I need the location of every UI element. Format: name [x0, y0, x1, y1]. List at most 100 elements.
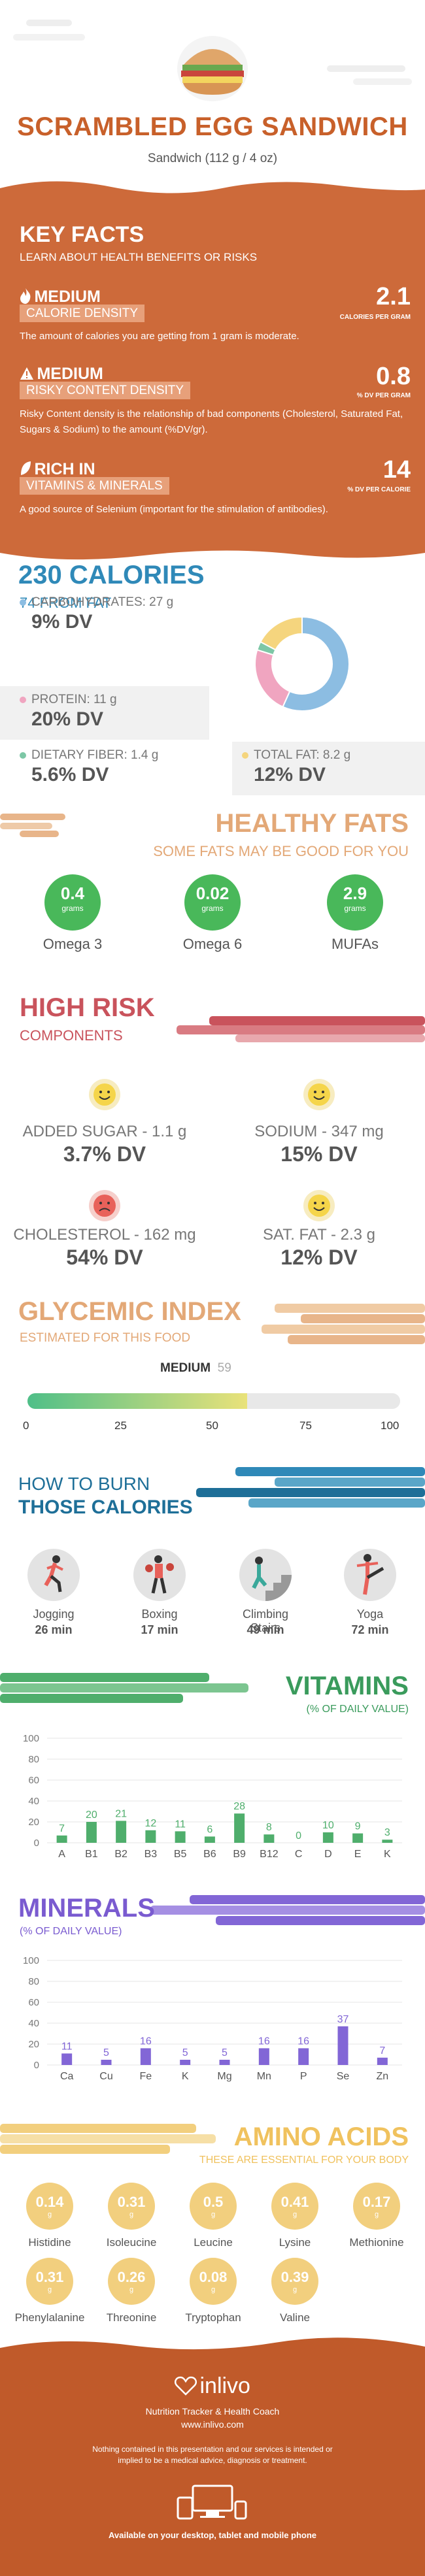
fat-dot — [242, 752, 248, 759]
heart-icon — [175, 2376, 197, 2396]
protein-dot — [20, 697, 26, 703]
flame-icon — [20, 288, 31, 304]
amino-name: Leucine — [194, 2236, 233, 2249]
bar-value-label: 5 — [182, 2047, 188, 2058]
x-tick-label: C — [295, 1849, 303, 1860]
amino-unit: g — [211, 2211, 216, 2219]
key-fact-description: A good source of Selenium (important for… — [20, 504, 328, 515]
footer-tagline: Nutrition Tracker & Health Coach — [145, 2406, 280, 2417]
bar-ca — [61, 2053, 73, 2065]
bar-value-label: 20 — [86, 1809, 97, 1821]
amino-name: Isoleucine — [106, 2236, 157, 2249]
calories-title: 230 CALORIES — [18, 561, 205, 589]
glycemic-subtitle: ESTIMATED FOR THIS FOOD — [20, 1331, 191, 1345]
fat-value: 0.02 — [196, 883, 230, 903]
macro-donut-chart — [243, 605, 361, 723]
minerals-bar-chart: 0 20 40 60 80 100 11 Ca 5 Cu 16 Fe 5 K 5 Mg 16 Mn 16 P 37 Se 7… — [0, 1954, 425, 2085]
glycemic-scale: 0 25 50 75 100 — [20, 1419, 405, 1435]
brand-logo: inlivo — [0, 2373, 425, 2399]
amino-circle: 0.31 g — [108, 2183, 155, 2230]
x-tick-label: K — [384, 1849, 391, 1860]
macro-label: TOTAL FAT: 8.2 g — [254, 748, 351, 762]
carbohydrates-dot — [20, 599, 26, 606]
key-fact-unit: CALORIES PER GRAM — [339, 314, 411, 321]
y-tick-label: 40 — [28, 2018, 39, 2029]
x-tick-label: Se — [337, 2071, 350, 2082]
decor-lines-minerals — [150, 1895, 425, 1934]
amino-value: 0.17 — [362, 2194, 391, 2210]
x-tick-label: B1 — [85, 1849, 98, 1860]
risk-label: CHOLESTEROL - 162 mg — [13, 1226, 196, 1244]
key-facts-subtitle: LEARN ABOUT HEALTH BENEFITS OR RISKS — [20, 251, 258, 263]
bar-value-label: 10 — [322, 1820, 334, 1831]
macro-carbohydrates: CARBOHYDRATES: 27 g 9% DV — [0, 590, 212, 644]
key-fact-description: The amount of calories you are getting f… — [20, 331, 299, 342]
exercise-name: Yoga — [356, 1608, 384, 1621]
macro-dv: 9% DV — [31, 611, 93, 633]
amino-name: Lysine — [279, 2236, 311, 2249]
bar-value-label: 5 — [222, 2047, 228, 2058]
bar-mn — [258, 2048, 269, 2065]
amino-circle: 0.41 g — [271, 2183, 318, 2230]
key-fact-level: MEDIUM — [37, 365, 103, 383]
x-tick-label: B12 — [260, 1849, 279, 1860]
bar-k — [382, 1840, 393, 1843]
glycemic-level: MEDIUM 59 — [160, 1361, 231, 1375]
bar-b9 — [234, 1813, 245, 1843]
x-tick-label: E — [354, 1849, 362, 1860]
bar-value-label: 9 — [355, 1821, 361, 1832]
fat-unit: grams — [201, 904, 224, 913]
scale-tick: 25 — [114, 1419, 127, 1432]
x-tick-label: Cu — [99, 2071, 112, 2082]
bar-b3 — [145, 1830, 156, 1843]
burn-title-line1: HOW TO BURN — [18, 1474, 150, 1494]
high-risk-title: HIGH RISK — [20, 993, 155, 1022]
amino-unit: g — [47, 2211, 52, 2219]
bar-k — [180, 2060, 191, 2065]
risk-dv: 3.7% DV — [63, 1142, 146, 1166]
scale-tick: 50 — [206, 1419, 218, 1432]
amino-name: Phenylalanine — [14, 2311, 85, 2324]
calories-from-fat: 74 FROM FAT — [20, 595, 112, 611]
glycemic-value: 59 — [217, 1361, 231, 1375]
x-tick-label: Fe — [139, 2071, 152, 2082]
bar-value-label: 3 — [384, 1827, 390, 1838]
key-facts-title: KEY FACTS — [20, 222, 144, 247]
exercise-minutes: 49 min — [246, 1623, 284, 1636]
bar-value-label: 16 — [140, 2036, 152, 2047]
glycemic-bar — [27, 1393, 400, 1409]
footer: inlivo Nutrition Tracker & Health Coach … — [0, 2353, 425, 2576]
x-tick-label: D — [324, 1849, 332, 1860]
risk-label: SAT. FAT - 2.3 g — [262, 1226, 376, 1244]
bar-fe — [140, 2048, 151, 2065]
vitamins-bar-chart: 0 20 40 60 80 100 7 A 20 B1 21 B2 12 B3 11 B5 6 B6 28 B9 8 B1… — [0, 1732, 425, 1862]
bar-value-label: 0 — [296, 1830, 301, 1841]
amino-circle: 0.08 g — [190, 2258, 237, 2305]
amino-value: 0.41 — [280, 2194, 309, 2210]
key-fact-value: 0.8 — [376, 363, 411, 390]
risk-dv: 54% DV — [66, 1246, 143, 1269]
bar-value-label: 11 — [61, 2041, 73, 2052]
key-fact-value: 14 — [382, 456, 411, 484]
macro-fiber: DIETARY FIBER: 1.4 g 5.6% DV — [0, 742, 212, 795]
fat-name: Omega 3 — [42, 936, 103, 952]
risk-label: SODIUM - 347 mg — [254, 1123, 384, 1140]
y-tick-label: 20 — [28, 2039, 39, 2050]
key-fact-level: MEDIUM — [34, 288, 101, 306]
macro-dv: 12% DV — [254, 764, 326, 785]
boxing-icon — [133, 1549, 186, 1601]
stairs-icon — [239, 1549, 292, 1601]
bar-value-label: 5 — [103, 2047, 109, 2058]
key-fact-vitamins: RICH IN VITAMINS & MINERALS — [20, 460, 169, 495]
risk-dv: 15% DV — [280, 1142, 358, 1166]
footer-url[interactable]: www.inlivo.com — [181, 2419, 244, 2430]
bar-p — [298, 2048, 309, 2065]
minerals-subtitle: (% OF DAILY VALUE) — [20, 1926, 122, 1937]
macro-total-fat: TOTAL FAT: 8.2 g 12% DV — [232, 742, 425, 795]
x-tick-label: Mn — [257, 2071, 271, 2082]
exercise-name: Jogging — [33, 1608, 75, 1621]
x-tick-label: B9 — [233, 1849, 246, 1860]
bar-value-label: 7 — [379, 2045, 385, 2056]
exercise-name: Boxing — [141, 1608, 178, 1621]
donut-slice-carbohydrates — [282, 616, 350, 712]
